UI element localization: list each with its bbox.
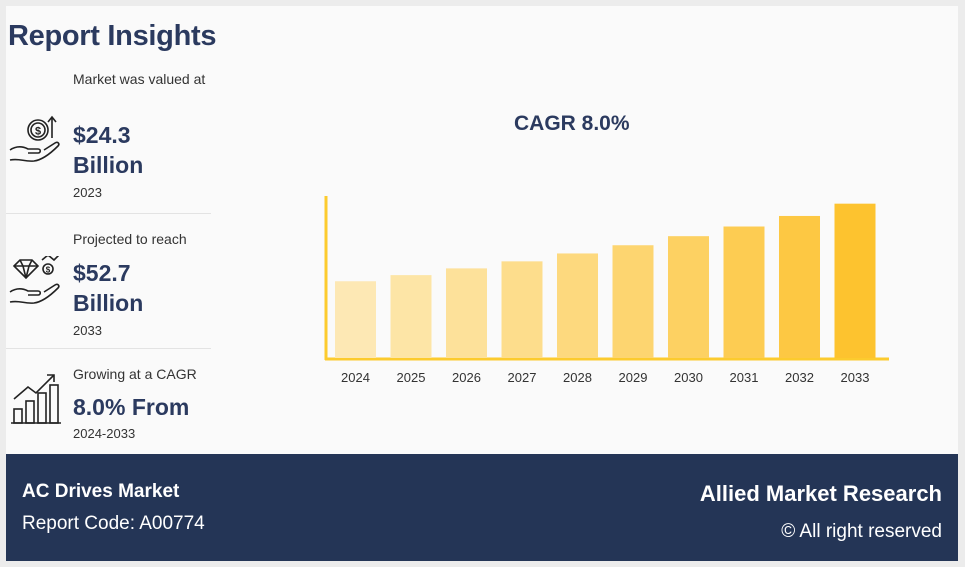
- x-tick-label: 2033: [841, 370, 870, 385]
- x-tick-label: 2025: [397, 370, 426, 385]
- x-tick-label: 2032: [785, 370, 814, 385]
- divider: [6, 348, 211, 349]
- stat-year: 2033: [73, 323, 102, 338]
- bar-2024: [335, 281, 376, 358]
- stat-value: 8.0% From: [73, 394, 190, 420]
- x-tick-label: 2027: [508, 370, 537, 385]
- bar-2031: [723, 226, 765, 358]
- stat-value: $24.3: [73, 122, 131, 148]
- copyright: © All right reserved: [781, 521, 942, 542]
- bar-2033: [834, 203, 876, 358]
- page-title: Report Insights: [8, 20, 217, 52]
- x-tick-label: 2028: [563, 370, 592, 385]
- bar-2027: [501, 261, 543, 358]
- bar-2029: [612, 245, 654, 358]
- stat-projected-value: $ Projected to reach $52.7 Billion 2033: [6, 228, 211, 338]
- stat-unit: Billion: [73, 152, 144, 178]
- stat-market-value: $ Market was valued at $24.3 Billion 202…: [6, 68, 211, 203]
- stat-year: 2024-2033: [73, 426, 136, 441]
- bar-2026: [446, 268, 487, 358]
- bar-chart: 2024 2025 2026 2027 2028 2029 2030 2031 2032 2033: [324, 196, 889, 385]
- report-card: Report Insights $ Market was valued at $…: [6, 6, 958, 561]
- stat-unit: Billion: [73, 290, 144, 316]
- footer: AC Drives Market Report Code: A00774 All…: [6, 454, 958, 561]
- x-tick-label: 2029: [619, 370, 648, 385]
- bar-2030: [668, 236, 709, 358]
- x-tick-label: 2031: [730, 370, 759, 385]
- divider: [6, 213, 211, 214]
- diamond-hand-icon: $: [9, 256, 60, 304]
- stat-label: Growing at a CAGR: [73, 366, 197, 382]
- stat-value: $52.7: [73, 260, 131, 286]
- stat-label: Market was valued at: [73, 71, 206, 87]
- brand-name: Allied Market Research: [699, 481, 942, 506]
- growth-chart-icon: [11, 374, 61, 424]
- stat-label: Projected to reach: [73, 231, 187, 247]
- bar-2025: [390, 275, 432, 358]
- x-tick-label: 2024: [341, 370, 370, 385]
- chart-title: CAGR 8.0%: [514, 112, 630, 135]
- bar-2032: [779, 215, 820, 358]
- svg-text:$: $: [46, 266, 51, 275]
- stat-cagr: Growing at a CAGR 8.0% From 2024-2033: [6, 363, 211, 448]
- bar-2028: [557, 253, 598, 358]
- report-code: Report Code: A00774: [22, 513, 205, 534]
- svg-text:$: $: [35, 126, 41, 138]
- x-tick-label: 2026: [452, 370, 481, 385]
- market-name: AC Drives Market: [22, 481, 180, 502]
- stat-year: 2023: [73, 185, 102, 200]
- x-tick-label: 2030: [674, 370, 703, 385]
- money-hand-icon: $: [9, 115, 60, 162]
